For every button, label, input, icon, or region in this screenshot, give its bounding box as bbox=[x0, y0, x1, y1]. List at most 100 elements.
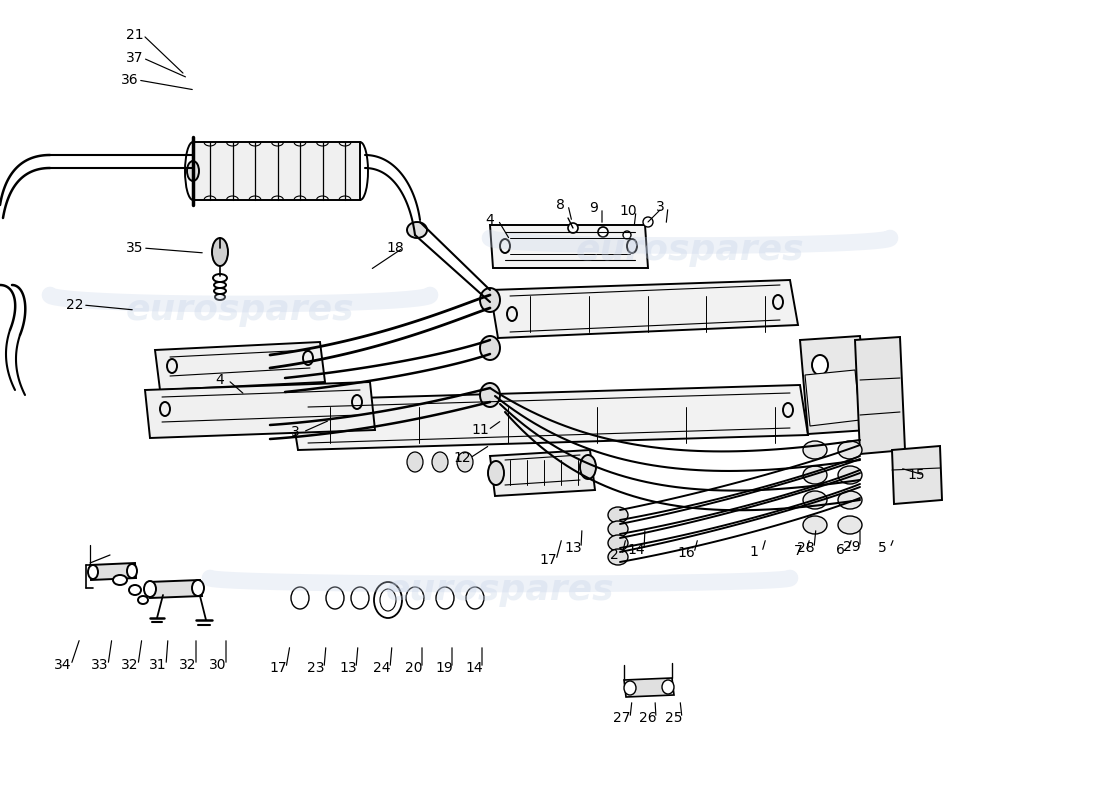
Polygon shape bbox=[490, 450, 595, 496]
Text: 13: 13 bbox=[339, 661, 356, 675]
Ellipse shape bbox=[624, 681, 636, 695]
Text: 11: 11 bbox=[471, 423, 488, 437]
Ellipse shape bbox=[407, 222, 427, 238]
Polygon shape bbox=[490, 225, 648, 268]
Ellipse shape bbox=[803, 466, 827, 484]
Text: 10: 10 bbox=[619, 204, 637, 218]
Ellipse shape bbox=[803, 516, 827, 534]
Ellipse shape bbox=[580, 455, 596, 479]
Ellipse shape bbox=[187, 161, 199, 181]
Ellipse shape bbox=[608, 535, 628, 551]
Text: 8: 8 bbox=[556, 198, 564, 212]
Text: 30: 30 bbox=[209, 658, 227, 672]
Text: 17: 17 bbox=[270, 661, 287, 675]
Ellipse shape bbox=[488, 461, 504, 485]
Text: 3: 3 bbox=[656, 200, 664, 214]
Text: 31: 31 bbox=[150, 658, 167, 672]
Text: 21: 21 bbox=[126, 28, 144, 42]
Ellipse shape bbox=[326, 587, 344, 609]
Ellipse shape bbox=[662, 680, 674, 694]
Text: 14: 14 bbox=[465, 661, 483, 675]
Text: eurospares: eurospares bbox=[386, 573, 614, 607]
Text: 29: 29 bbox=[844, 540, 861, 554]
Polygon shape bbox=[155, 342, 324, 390]
Text: 2: 2 bbox=[609, 548, 618, 562]
Ellipse shape bbox=[212, 238, 228, 266]
Ellipse shape bbox=[812, 355, 828, 375]
Polygon shape bbox=[490, 280, 798, 338]
Ellipse shape bbox=[812, 392, 828, 412]
Text: 23: 23 bbox=[307, 661, 324, 675]
Text: eurospares: eurospares bbox=[575, 233, 804, 267]
Text: eurospares: eurospares bbox=[125, 293, 354, 327]
Ellipse shape bbox=[292, 587, 309, 609]
Text: 26: 26 bbox=[639, 711, 657, 725]
Text: 35: 35 bbox=[126, 241, 144, 255]
Ellipse shape bbox=[838, 491, 862, 509]
Ellipse shape bbox=[456, 452, 473, 472]
Text: 37: 37 bbox=[126, 51, 144, 65]
Text: 5: 5 bbox=[878, 541, 887, 555]
Ellipse shape bbox=[838, 466, 862, 484]
Ellipse shape bbox=[351, 587, 369, 609]
Ellipse shape bbox=[213, 274, 227, 282]
Ellipse shape bbox=[138, 596, 148, 604]
Ellipse shape bbox=[644, 217, 653, 227]
Text: 19: 19 bbox=[436, 661, 453, 675]
Ellipse shape bbox=[436, 587, 454, 609]
Text: 32: 32 bbox=[121, 658, 139, 672]
Ellipse shape bbox=[214, 282, 225, 288]
Text: 15: 15 bbox=[908, 468, 925, 482]
Text: 1: 1 bbox=[749, 545, 758, 559]
Polygon shape bbox=[855, 337, 905, 454]
Ellipse shape bbox=[214, 294, 225, 300]
Polygon shape bbox=[805, 370, 860, 426]
Ellipse shape bbox=[608, 549, 628, 565]
Ellipse shape bbox=[608, 507, 628, 523]
Ellipse shape bbox=[113, 575, 127, 585]
Ellipse shape bbox=[803, 491, 827, 509]
Text: 7: 7 bbox=[793, 544, 802, 558]
Polygon shape bbox=[290, 385, 808, 450]
Polygon shape bbox=[800, 336, 868, 434]
Polygon shape bbox=[90, 563, 136, 580]
Polygon shape bbox=[192, 142, 360, 200]
Text: 32: 32 bbox=[179, 658, 197, 672]
Ellipse shape bbox=[480, 336, 501, 360]
Text: 33: 33 bbox=[91, 658, 109, 672]
Text: 4: 4 bbox=[485, 213, 494, 227]
Text: 12: 12 bbox=[453, 451, 471, 465]
Ellipse shape bbox=[838, 441, 862, 459]
Polygon shape bbox=[624, 678, 674, 697]
Text: 20: 20 bbox=[405, 661, 422, 675]
Text: 17: 17 bbox=[539, 553, 557, 567]
Polygon shape bbox=[892, 446, 942, 504]
Ellipse shape bbox=[88, 565, 98, 579]
Ellipse shape bbox=[192, 580, 204, 596]
Ellipse shape bbox=[407, 452, 424, 472]
Text: 18: 18 bbox=[386, 241, 404, 255]
Polygon shape bbox=[148, 580, 202, 598]
Ellipse shape bbox=[406, 587, 424, 609]
Text: 6: 6 bbox=[836, 543, 845, 557]
Text: 4: 4 bbox=[216, 373, 224, 387]
Polygon shape bbox=[145, 382, 375, 438]
Text: 14: 14 bbox=[627, 543, 645, 557]
Ellipse shape bbox=[144, 581, 156, 597]
Ellipse shape bbox=[466, 587, 484, 609]
Ellipse shape bbox=[374, 582, 401, 618]
Text: 34: 34 bbox=[54, 658, 72, 672]
Text: 3: 3 bbox=[290, 425, 299, 439]
Text: 27: 27 bbox=[614, 711, 630, 725]
Ellipse shape bbox=[126, 564, 138, 578]
Text: 13: 13 bbox=[564, 541, 582, 555]
Text: 28: 28 bbox=[798, 541, 815, 555]
Ellipse shape bbox=[480, 288, 501, 312]
Ellipse shape bbox=[379, 589, 396, 611]
Text: 9: 9 bbox=[590, 201, 598, 215]
Ellipse shape bbox=[129, 585, 141, 595]
Text: 16: 16 bbox=[678, 546, 695, 560]
Text: 36: 36 bbox=[121, 73, 139, 87]
Ellipse shape bbox=[598, 227, 608, 237]
Text: 24: 24 bbox=[373, 661, 390, 675]
